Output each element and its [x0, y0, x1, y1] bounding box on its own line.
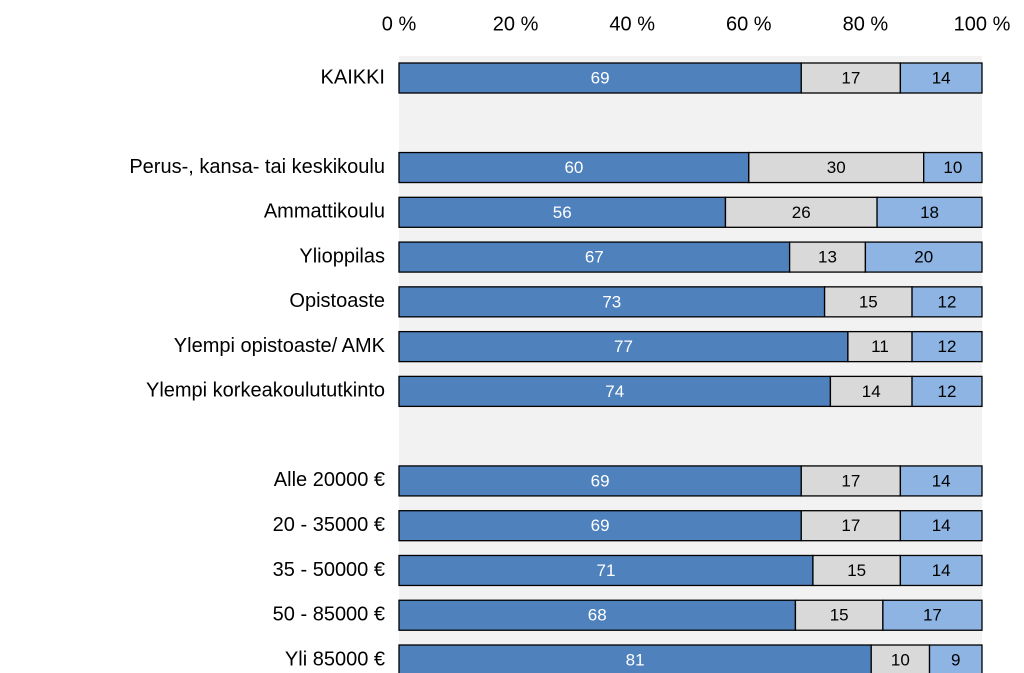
value-label: 17	[841, 471, 860, 490]
bar-segment	[899, 465, 983, 497]
value-label: 69	[591, 516, 610, 535]
category-label: 20 - 35000 €	[273, 514, 385, 536]
value-label: 69	[591, 68, 610, 87]
value-label: 68	[588, 606, 607, 625]
category-label: Ylempi korkeakoulututkinto	[146, 380, 385, 402]
value-label: 9	[951, 650, 960, 669]
value-label: 26	[792, 203, 811, 222]
bar-segment	[882, 599, 983, 631]
bar-segment	[398, 62, 802, 94]
value-label: 15	[830, 606, 849, 625]
value-label: 17	[923, 606, 942, 625]
category-label: Ammattikoulu	[264, 201, 385, 223]
bar-segment	[800, 510, 902, 542]
value-label: 10	[943, 158, 962, 177]
value-label: 17	[841, 516, 860, 535]
bar-segment	[899, 554, 983, 587]
bar-segment	[724, 196, 878, 228]
category-label: Opistoaste	[289, 290, 385, 312]
bar-segment	[748, 151, 925, 184]
bar-segment	[911, 286, 983, 318]
bar-segment	[398, 330, 849, 363]
value-label: 14	[862, 382, 881, 401]
bar-segment	[899, 62, 983, 94]
bar-segment	[876, 196, 983, 228]
value-label: 14	[932, 516, 951, 535]
bar-segment	[847, 330, 913, 363]
value-label: 56	[553, 203, 572, 222]
bar-segment	[923, 151, 983, 184]
value-label: 12	[938, 337, 957, 356]
value-label: 10	[891, 650, 910, 669]
value-label: 81	[626, 650, 645, 669]
value-label: 14	[932, 471, 951, 490]
value-label: 14	[932, 68, 951, 87]
value-label: 13	[818, 248, 837, 267]
value-label: 69	[591, 471, 610, 490]
value-label: 73	[602, 292, 621, 311]
value-label: 18	[920, 203, 939, 222]
bar-segment	[398, 465, 802, 497]
value-label: 12	[938, 382, 957, 401]
bar-segment	[800, 62, 902, 94]
bar-segment	[398, 151, 750, 184]
value-label: 20	[914, 248, 933, 267]
category-label: 50 - 85000 €	[273, 604, 385, 626]
value-label: 11	[871, 337, 889, 356]
value-label: 12	[938, 292, 957, 311]
bar-segment	[928, 644, 983, 673]
value-label: 15	[859, 292, 878, 311]
value-label: 17	[841, 68, 860, 87]
x-tick-label: 100 %	[954, 13, 1011, 35]
bar-segment	[398, 375, 832, 408]
category-label: Perus-, kansa- tai keskikoulu	[129, 156, 385, 178]
bar-segment	[398, 286, 826, 318]
value-label: 67	[585, 248, 604, 267]
category-label: Ylempi opistoaste/ AMK	[174, 335, 386, 357]
x-tick-label: 0 %	[382, 13, 417, 35]
value-label: 60	[564, 158, 583, 177]
category-label: Ylioppilas	[299, 245, 385, 267]
bar-segment	[788, 241, 867, 273]
bar-segment	[911, 330, 983, 363]
bar-segment	[398, 599, 797, 631]
value-label: 14	[932, 561, 951, 580]
value-label: 71	[597, 561, 616, 580]
bar-segment	[398, 241, 791, 273]
x-tick-label: 80 %	[843, 13, 889, 35]
category-label: Yli 85000 €	[285, 648, 385, 670]
value-label: 30	[827, 158, 846, 177]
value-label: 77	[614, 337, 633, 356]
bar-segment	[911, 375, 983, 408]
bar-segment	[398, 510, 802, 542]
category-label: 35 - 50000 €	[273, 559, 385, 581]
x-tick-label: 40 %	[609, 13, 655, 35]
bar-segment	[864, 241, 983, 273]
value-label: 74	[605, 382, 624, 401]
category-label: KAIKKI	[321, 66, 385, 88]
bar-segment	[812, 554, 902, 587]
value-label: 15	[847, 561, 866, 580]
bar-segment	[870, 644, 931, 673]
x-tick-label: 60 %	[726, 13, 772, 35]
x-tick-label: 20 %	[493, 13, 539, 35]
bar-segment	[823, 286, 913, 318]
category-label: Alle 20000 €	[274, 469, 385, 491]
bar-segment	[899, 510, 983, 542]
bar-segment	[800, 465, 902, 497]
